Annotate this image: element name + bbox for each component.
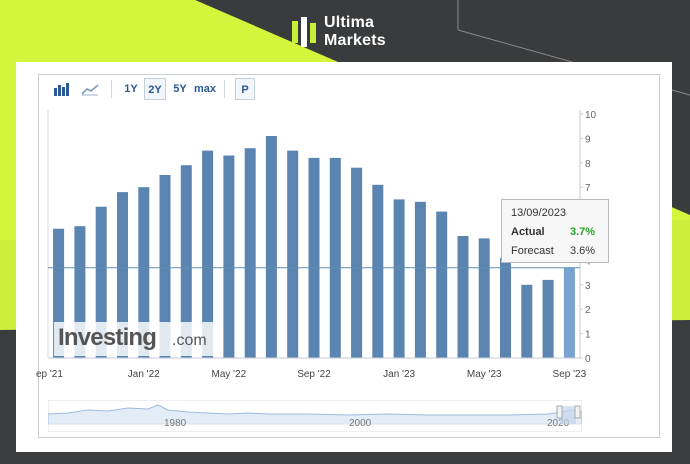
bar-aug-23[interactable] — [542, 279, 554, 358]
bar-jul-23[interactable] — [521, 284, 533, 358]
navigator-selection[interactable] — [560, 406, 576, 424]
bar-jun-23[interactable] — [500, 258, 511, 358]
bar-apr-22[interactable] — [202, 150, 214, 358]
bar-chart-icon[interactable] — [51, 78, 73, 100]
bar-mar-23[interactable] — [436, 211, 448, 358]
chart-tooltip: 13/09/2023 Actual 3.7% Forecast 3.6% — [501, 199, 609, 263]
bar-oct-21[interactable] — [74, 226, 86, 358]
y-tick-label: 9 — [585, 134, 591, 145]
x-tick-label: May '22 — [212, 369, 247, 380]
tooltip-forecast-value: 3.6% — [570, 245, 596, 257]
bar-jan-22[interactable] — [138, 187, 150, 358]
watermark-brand: Investing — [58, 324, 157, 351]
x-tick-label: Sep '23 — [553, 369, 587, 380]
x-tick-label: ep '21 — [36, 369, 63, 380]
investing-watermark: Investing .com — [54, 322, 214, 356]
bar-aug-22[interactable] — [287, 150, 299, 358]
brand-line2: Markets — [324, 32, 386, 49]
navigator-label-1980: 1980 — [164, 418, 187, 429]
bar-nov-22[interactable] — [351, 167, 363, 358]
brand-line1: Ultima — [324, 14, 375, 31]
bar-jul-22[interactable] — [265, 136, 277, 358]
x-tick-label: Jan '23 — [383, 369, 415, 380]
bar-sep-23[interactable] — [563, 267, 575, 358]
range-2y-button[interactable]: 2Y — [144, 78, 166, 100]
y-tick-label: 3 — [585, 281, 591, 292]
y-tick-label: 7 — [585, 183, 591, 194]
y-tick-label: 2 — [585, 305, 591, 316]
y-tick-label: 8 — [585, 159, 591, 170]
bar-nov-21[interactable] — [95, 206, 107, 358]
bar-sep-22[interactable] — [308, 157, 320, 358]
y-tick-label: 1 — [585, 330, 591, 341]
toolbar-separator — [111, 80, 112, 98]
range-1y-button[interactable]: 1Y — [124, 83, 138, 95]
tooltip-actual-label: Actual — [511, 226, 545, 238]
watermark-suffix: .com — [172, 332, 207, 349]
toolbar-separator — [224, 80, 225, 98]
chart-toolbar: 1Y 2Y 5Y max P — [49, 78, 259, 102]
bar-may-22[interactable] — [223, 155, 235, 359]
navigator-handle-right[interactable] — [574, 405, 581, 419]
ultima-markets-logo: Ultima Markets — [292, 14, 402, 54]
line-chart-icon[interactable] — [79, 78, 101, 100]
y-tick-label: 0 — [585, 354, 591, 365]
navigator-label-2000: 2000 — [349, 418, 372, 429]
bar-dec-21[interactable] — [117, 192, 128, 358]
bar-apr-23[interactable] — [457, 236, 469, 358]
navigator-label-2020: 2020 — [547, 418, 570, 429]
navigator-handle-left[interactable] — [556, 405, 563, 419]
y-tick-label: 10 — [585, 110, 597, 121]
bar-jun-22[interactable] — [244, 148, 256, 358]
bar-sep-21[interactable] — [53, 228, 65, 358]
bar-dec-22[interactable] — [372, 184, 384, 358]
bar-feb-22[interactable] — [159, 175, 171, 358]
bar-oct-22[interactable] — [329, 157, 341, 358]
x-tick-label: May '23 — [467, 369, 502, 380]
tooltip-forecast-label: Forecast — [511, 245, 554, 257]
range-max-button[interactable]: max — [193, 83, 217, 95]
range-5y-button[interactable]: 5Y — [173, 83, 187, 95]
x-tick-label: Sep '22 — [297, 369, 331, 380]
bar-jan-23[interactable] — [393, 199, 405, 358]
ultima-logo-icon — [292, 17, 316, 47]
tooltip-actual-value: 3.7% — [570, 226, 596, 238]
print-button[interactable]: P — [235, 78, 255, 100]
tooltip-date: 13/09/2023 — [511, 207, 567, 219]
range-navigator[interactable]: 1980 2000 2020 — [48, 400, 582, 432]
bar-feb-23[interactable] — [414, 201, 426, 358]
brand-name: Ultima Markets — [324, 14, 386, 50]
x-tick-label: Jan '22 — [128, 369, 160, 380]
bar-mar-22[interactable] — [180, 165, 192, 358]
bar-may-23[interactable] — [478, 238, 490, 358]
